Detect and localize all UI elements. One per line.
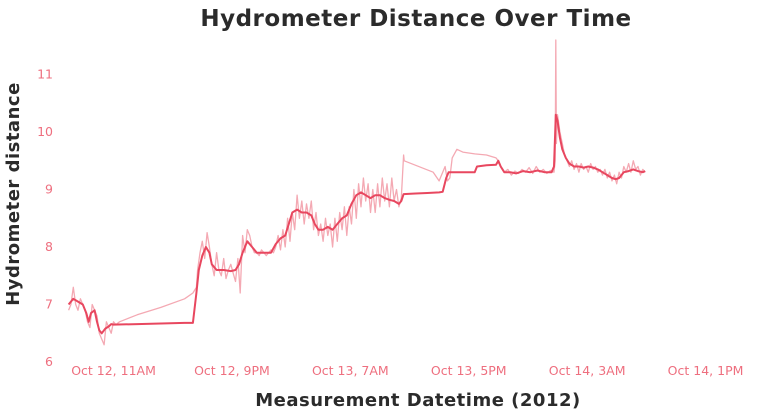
x-axis-title: Measurement Datetime (2012) [255,390,581,411]
smoothed-series-line [67,113,646,335]
chart-title: Hydrometer Distance Over Time [200,6,631,32]
y-tick-label: 6 [45,354,53,369]
x-tick-label: Oct 14, 1PM [668,363,744,378]
x-tick-label: Oct 13, 7AM [312,363,389,378]
raw-series-line [67,39,646,346]
x-axis-ticks: Oct 12, 11AM Oct 12, 9PM Oct 13, 7AM Oct 13… [71,363,743,378]
x-tick-label: Oct 14, 3AM [549,363,626,378]
y-tick-label: 7 [45,297,53,312]
y-tick-label: 10 [37,124,53,139]
x-tick-label: Oct 13, 5PM [431,363,507,378]
y-axis-title: Hydrometer distance [3,82,24,306]
y-tick-label: 11 [37,67,53,82]
y-axis-ticks: 6 7 8 9 10 11 [37,67,53,370]
plot-area [67,39,646,346]
y-tick-label: 9 [45,182,53,197]
y-tick-label: 8 [45,239,53,254]
x-tick-label: Oct 12, 11AM [71,363,156,378]
x-tick-label: Oct 12, 9PM [194,363,270,378]
